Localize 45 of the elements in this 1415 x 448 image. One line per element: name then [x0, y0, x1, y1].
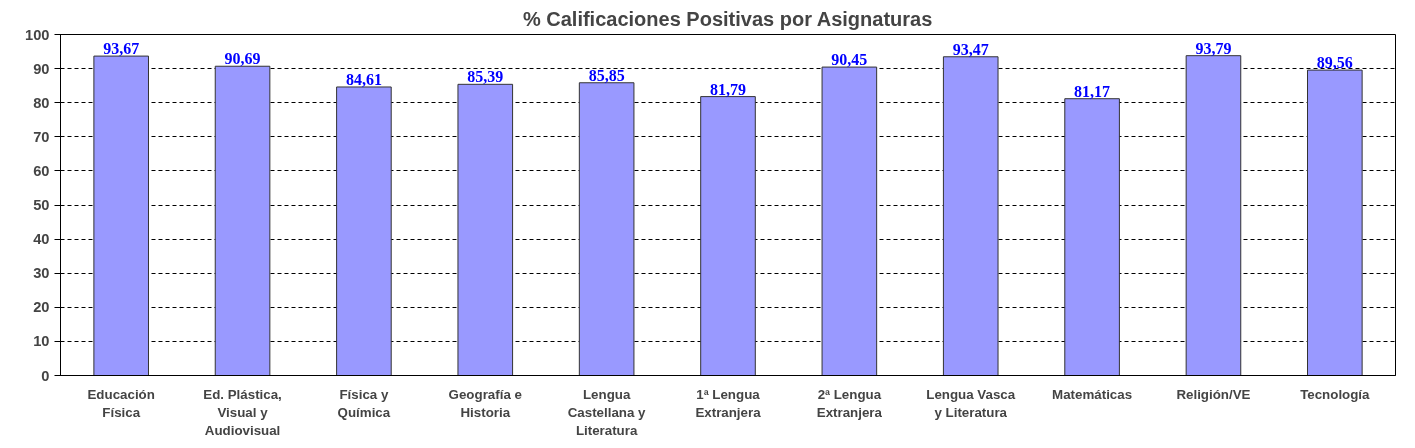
y-tick-label: 30 [33, 265, 50, 282]
chart-title: % Calificaciones Positivas por Asignaturas [522, 7, 933, 30]
data-label: 90,69 [224, 50, 261, 68]
x-tick-label: Geografía e Historia [448, 386, 522, 420]
bar [1307, 69, 1363, 376]
bar [457, 83, 514, 376]
bar [700, 96, 756, 376]
y-tick-label: 80 [33, 94, 50, 111]
x-tick-label: Tecnología [1300, 386, 1371, 402]
x-tick-label: Educación Física [87, 386, 155, 420]
bar [578, 82, 635, 376]
data-label: 85,85 [588, 66, 625, 84]
x-tick-label: Ed. Plástica, Visual y Audiovisual [203, 386, 282, 438]
data-label: 85,39 [467, 68, 504, 86]
data-label: 81,17 [1074, 82, 1111, 100]
y-tick-label: 100 [25, 26, 50, 43]
bar [942, 56, 999, 376]
data-label: 81,79 [710, 80, 746, 98]
data-label: 89,56 [1316, 54, 1353, 72]
data-label: 93,47 [952, 40, 989, 58]
y-tick-label: 0 [41, 367, 50, 384]
y-tick-label: 90 [33, 60, 50, 77]
y-tick-label: 10 [33, 333, 50, 350]
y-tick-label: 70 [33, 128, 50, 145]
x-tick-label: 2ª Lengua Extranjera [816, 386, 883, 420]
y-tick-label: 40 [33, 231, 50, 248]
bar [1064, 98, 1120, 376]
x-tick-label: Lengua Castellana y Literatura [567, 386, 647, 438]
bar [214, 65, 271, 376]
y-tick-label: 50 [33, 197, 50, 213]
x-tick-label: Lengua Vasca y Literatura [926, 386, 1016, 420]
bar [93, 55, 149, 376]
bar [336, 86, 392, 376]
x-tick-label: 1ª Lengua Extranjera [695, 386, 762, 420]
data-label: 93,79 [1195, 39, 1232, 57]
y-tick-label: 60 [33, 162, 50, 179]
bar [821, 66, 878, 376]
x-tick-label: Matemáticas [1052, 386, 1133, 402]
x-tick-label: Religión/VE [1176, 386, 1251, 402]
y-tick-label: 20 [33, 299, 50, 316]
data-label: 90,45 [831, 51, 868, 69]
x-tick-label: Física y Química [337, 386, 391, 420]
data-label: 93,67 [103, 40, 140, 58]
data-label: 84,61 [345, 70, 382, 88]
bar [1185, 55, 1242, 376]
